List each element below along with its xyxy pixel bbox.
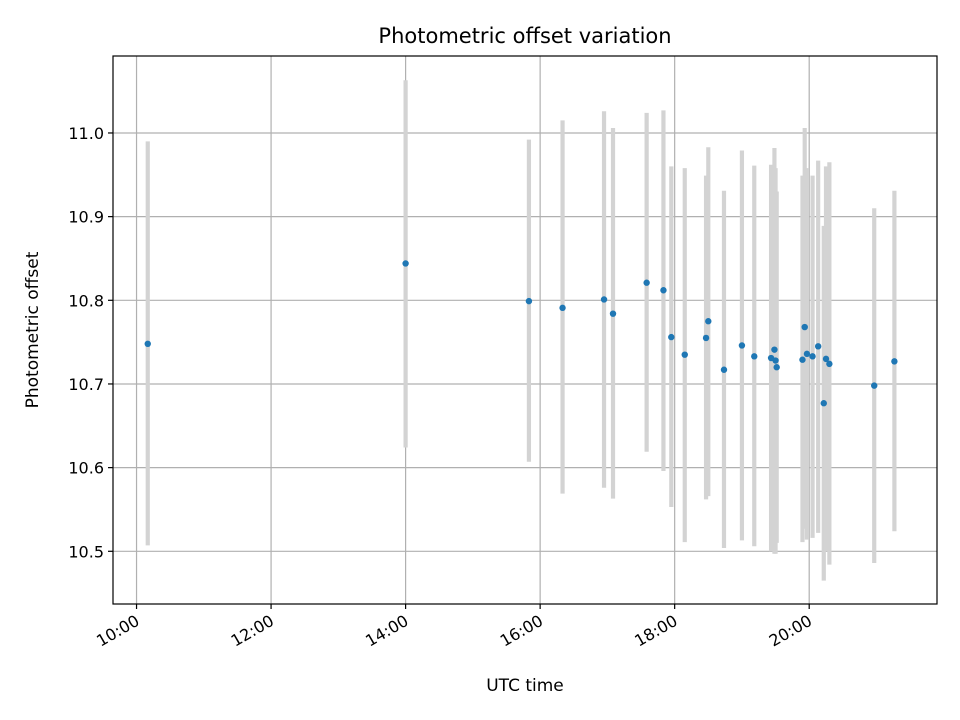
error-bars [145,80,897,581]
data-point [772,357,779,364]
x-tick-label: 14:00 [362,611,411,651]
y-tick-label: 10.5 [68,542,104,561]
y-tick-label: 10.6 [68,459,104,478]
data-point [681,351,688,358]
y-tick-label: 10.8 [68,291,104,310]
data-point [702,334,710,342]
data-point [643,279,650,286]
x-tick-label: 20:00 [766,611,815,651]
data-point [871,382,878,389]
x-tick-label: 16:00 [497,611,546,651]
x-tick-label: 18:00 [631,611,680,651]
data-point [559,304,566,312]
plot-frame [112,55,938,605]
data-point [822,355,830,363]
data-point [771,346,778,353]
data-point [809,353,816,360]
axis-ticks: 10:00 12:00 14:00 16:00 18:00 20:00 10.5 10.6 10… [68,124,815,651]
data-point [144,340,151,348]
data-point [402,260,409,267]
data-point [820,400,827,407]
x-tick-label: 12:00 [228,611,277,651]
y-tick-label: 11.0 [68,124,104,143]
data-point [773,364,780,371]
data-point [600,296,608,303]
data-point [803,350,811,358]
data-point [525,297,533,305]
data-point [801,323,808,331]
y-axis-label: Photometric offset [23,251,43,408]
data-point [814,343,822,350]
x-tick-label: 10:00 [93,611,142,651]
y-tick-label: 10.9 [68,208,104,227]
data-point [738,342,746,349]
data-point [609,310,617,317]
data-point [660,287,667,294]
data-point [891,358,898,365]
chart-title: Photometric offset variation [378,24,671,48]
data-point [751,353,758,360]
x-axis-label: UTC time [486,676,564,696]
data-point [799,356,806,363]
data-point [720,366,728,373]
data-point [826,360,833,368]
data-point [705,318,712,325]
y-tick-label: 10.7 [68,375,104,394]
data-points [144,260,898,407]
data-point [668,333,675,341]
